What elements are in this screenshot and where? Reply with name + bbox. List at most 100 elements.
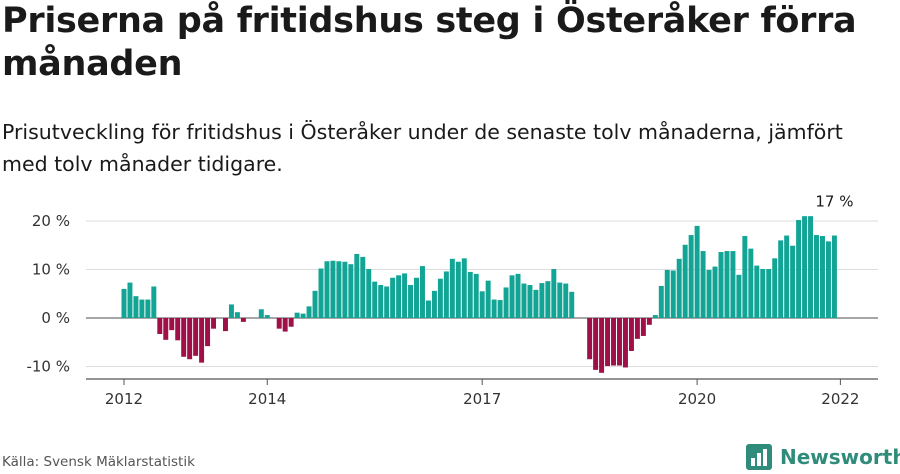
bar [396, 275, 402, 318]
bar [330, 260, 336, 318]
bar [819, 236, 825, 318]
bar [408, 285, 414, 318]
brand-logo: Newsworthy [746, 444, 900, 470]
bar [258, 309, 264, 318]
bar [551, 269, 557, 318]
bar [694, 225, 700, 318]
bar [151, 286, 157, 318]
bar [354, 253, 360, 318]
bar [163, 318, 169, 340]
bar [825, 241, 831, 318]
bar [563, 283, 569, 318]
y-axis-labels: -10 % 0 % 10 % 20 % [26, 212, 70, 376]
bar [390, 277, 396, 319]
bar [449, 258, 455, 318]
bar [384, 286, 390, 318]
last-value-annotation: 17 % [815, 195, 853, 211]
bar [628, 318, 634, 351]
bar [605, 318, 611, 367]
bar [617, 318, 622, 366]
bar [222, 318, 228, 332]
bar [808, 216, 814, 318]
bar [199, 318, 205, 363]
bar [784, 235, 790, 318]
bar [742, 236, 748, 318]
bar [348, 264, 354, 318]
bar [288, 318, 294, 327]
bar [294, 312, 300, 318]
brand-name: Newsworthy [780, 445, 900, 469]
bar [569, 291, 575, 318]
x-tick-label: 2017 [463, 390, 501, 408]
bars [121, 216, 837, 373]
bar [772, 258, 778, 318]
bar [360, 256, 366, 318]
bar [300, 313, 306, 319]
bar [372, 281, 378, 319]
bar [688, 235, 694, 318]
bar [748, 248, 754, 318]
bar [312, 290, 318, 318]
bar [139, 299, 145, 318]
bar [790, 245, 796, 318]
bar [205, 318, 211, 347]
bar [533, 289, 539, 318]
bar [593, 318, 599, 370]
bar [420, 266, 425, 318]
bar [652, 315, 658, 318]
x-tick-label: 2022 [821, 390, 859, 408]
bar [754, 265, 760, 318]
chart-title: Priserna på fritidshus steg i Österåker … [2, 1, 857, 84]
bar [467, 271, 473, 318]
bar [193, 318, 199, 356]
bar [127, 282, 133, 318]
bar [431, 290, 437, 318]
bar [276, 318, 282, 329]
bar [402, 273, 408, 318]
bar [730, 251, 736, 318]
bar [282, 318, 288, 332]
x-tick-label: 2012 [105, 390, 143, 408]
bar [306, 306, 312, 318]
bar [521, 283, 527, 318]
bar [682, 244, 688, 318]
bar [712, 266, 718, 318]
bar [539, 283, 545, 318]
bar [503, 287, 509, 318]
bar [378, 285, 384, 318]
bar [425, 300, 431, 318]
bar [264, 315, 270, 318]
bar [515, 273, 521, 318]
bar [187, 318, 193, 360]
bar [658, 285, 664, 318]
x-tick-label: 2014 [248, 390, 286, 408]
bar [778, 240, 784, 318]
bar [814, 235, 819, 318]
bar [485, 280, 491, 318]
bar [324, 261, 330, 318]
bar [461, 258, 467, 318]
bar [646, 318, 652, 325]
bar [611, 318, 617, 366]
bar [443, 271, 449, 318]
bar [491, 299, 497, 318]
bar [796, 220, 802, 318]
bar [676, 258, 682, 318]
bar [724, 251, 730, 318]
bar [145, 299, 151, 318]
bar [181, 318, 187, 357]
bar [228, 304, 234, 318]
y-tick-label: 10 % [32, 261, 70, 279]
bar [670, 270, 676, 318]
bar [545, 281, 551, 318]
bar-chart: -10 % 0 % 10 % 20 % 2012 2014 2017 2020 2022 17… [26, 195, 878, 408]
bar [342, 261, 348, 318]
newsworthy-logo-icon [746, 444, 772, 470]
bar [240, 318, 246, 322]
bar [473, 273, 479, 318]
bar [157, 318, 163, 334]
x-tick-label: 2020 [678, 390, 716, 408]
bar [700, 251, 706, 318]
bar [497, 300, 503, 319]
bar [736, 274, 742, 318]
